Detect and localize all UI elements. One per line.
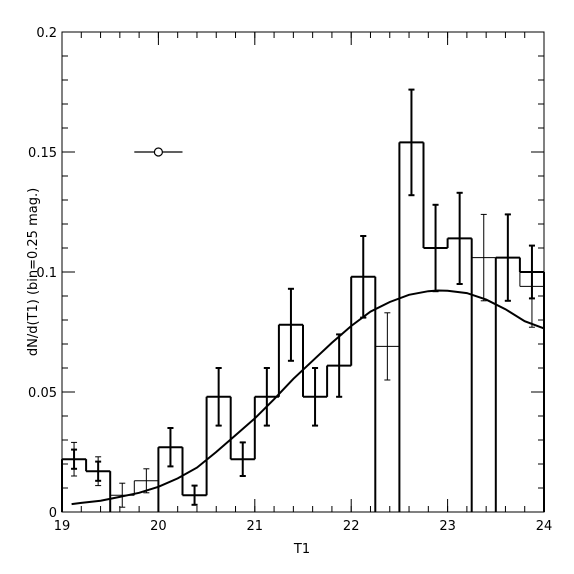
x-tick-label: 24 — [536, 519, 553, 534]
x-tick-label: 19 — [54, 519, 71, 534]
y-tick-label: 0.15 — [28, 146, 57, 161]
y-tick-label: 0.2 — [36, 26, 57, 41]
marker-circle — [153, 147, 163, 157]
y-tick-label: 0.1 — [36, 266, 57, 281]
x-tick-label: 21 — [247, 519, 264, 534]
x-tick-label: 22 — [343, 519, 360, 534]
tick-labels: 19 20 21 22 23 24 0 0.05 0.1 0.15 0.2 — [28, 26, 552, 534]
x-tick-label: 23 — [439, 519, 456, 534]
x-tick-label: 20 — [150, 519, 167, 534]
x-axis-label: T1 — [293, 542, 310, 557]
model-curve — [71, 289, 545, 506]
histogram-thick — [61, 88, 545, 512]
y-tick-label: 0 — [49, 506, 57, 521]
axis-ticks — [61, 31, 545, 513]
reference-point — [134, 147, 183, 157]
y-axis-label: dN/d(T1) (bin=0.25 mag.) — [26, 188, 41, 356]
model-curve-line — [71, 289, 545, 506]
y-tick-label: 0.05 — [28, 386, 57, 401]
